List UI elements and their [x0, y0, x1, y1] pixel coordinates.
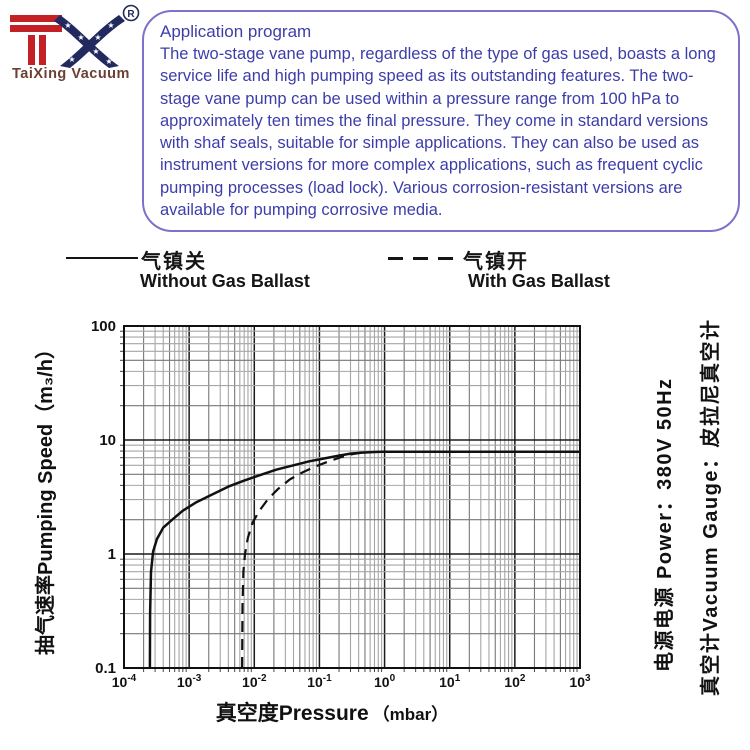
power-spec-text: 电源电源 Power：380V 50Hz [654, 377, 676, 672]
svg-text:★: ★ [92, 47, 99, 56]
svg-text:★: ★ [107, 21, 114, 30]
x-tick-label: 10-4 [112, 673, 137, 690]
curve-without-gas-ballast [148, 450, 580, 669]
x-tick-label: 103 [569, 673, 591, 690]
svg-text:★: ★ [68, 55, 75, 64]
x-tick-label: 100 [374, 673, 396, 690]
y-tick-label: 100 [91, 318, 116, 335]
legend-label-en-with: With Gas Ballast [468, 271, 610, 291]
vacuum-gauge-spec-text: 真空计Vacuum Gauge：皮拉尼真空计 [700, 318, 722, 697]
application-program-box: Application program The two-stage vane p… [142, 10, 740, 232]
x-axis-title: 真空度Pressure （mbar） [216, 701, 448, 725]
logo-stars: ★ ★ ★ ★ ★ ★ ★ [64, 21, 114, 66]
x-tick-label: 10-1 [307, 673, 332, 690]
svg-text:R: R [127, 9, 135, 20]
svg-text:★: ★ [64, 21, 71, 30]
legend-label-cn-without: 气镇关 [141, 251, 207, 273]
legend-solid-line-sample [66, 257, 138, 259]
y-tick-label: 0.1 [95, 660, 116, 677]
legend-label-cn-with: 气镇开 [463, 251, 529, 273]
taixing-logo: ★ ★ ★ ★ ★ ★ ★ R TaiXing Vacuum [6, 2, 156, 84]
registered-icon: R [122, 4, 140, 22]
x-tick-label: 10-3 [177, 673, 202, 690]
y-axis-title: 抽气速率Pumping Speed（m₃/h） [33, 339, 57, 655]
legend-dashed-line-sample [388, 257, 460, 260]
x-tick-label: 102 [504, 673, 526, 690]
x-tick-label: 10-2 [242, 673, 267, 690]
brand-name: TaiXing Vacuum [12, 66, 130, 82]
svg-text:★: ★ [94, 33, 101, 42]
y-tick-label: 10 [99, 432, 116, 449]
curve-with-gas-ballast [241, 450, 371, 669]
svg-text:★: ★ [77, 33, 84, 42]
x-tick-label: 101 [439, 673, 461, 690]
y-tick-label: 1 [108, 546, 116, 563]
plot-area [123, 325, 581, 669]
tx-logo-icon: ★ ★ ★ ★ ★ ★ ★ R TaiXing Vacuum [10, 4, 140, 82]
info-box-title: Application program [160, 22, 312, 41]
svg-text:★: ★ [105, 57, 112, 66]
legend-label-en-without: Without Gas Ballast [140, 271, 310, 291]
info-box-body: The two-stage vane pump, regardless of t… [160, 45, 716, 220]
